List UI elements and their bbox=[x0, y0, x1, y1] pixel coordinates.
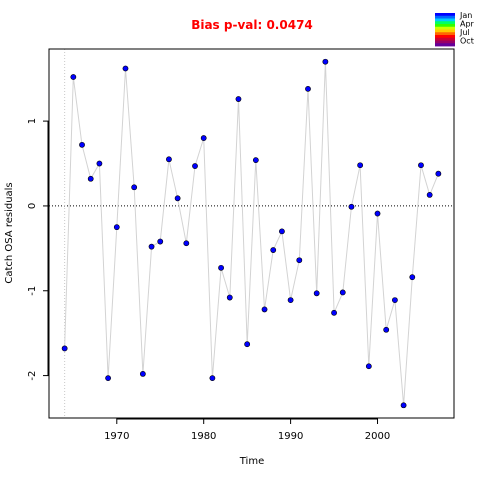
legend-color-swatch bbox=[435, 24, 455, 28]
legend-color-swatch bbox=[435, 40, 455, 44]
residual-point bbox=[157, 238, 164, 245]
residual-point bbox=[244, 341, 251, 348]
y-tick-label: -2 bbox=[27, 371, 38, 381]
legend-label: Oct bbox=[460, 37, 474, 46]
y-axis-label: Catch OSA residuals bbox=[4, 182, 15, 283]
residual-point bbox=[313, 290, 320, 297]
legend-color-swatch bbox=[435, 29, 455, 33]
residual-point bbox=[348, 203, 355, 210]
residual-point bbox=[200, 135, 207, 141]
residual-point bbox=[174, 195, 181, 202]
residual-point bbox=[148, 243, 155, 250]
residual-point bbox=[226, 294, 233, 301]
residual-point bbox=[183, 240, 190, 247]
residual-point bbox=[296, 257, 303, 264]
plot-frame bbox=[48, 48, 455, 419]
residual-point bbox=[409, 274, 416, 281]
residual-point bbox=[87, 175, 94, 182]
x-tick-label: 1990 bbox=[278, 431, 303, 442]
x-tick-label: 1970 bbox=[104, 431, 129, 442]
legend-color-swatch bbox=[435, 32, 455, 36]
residual-point bbox=[252, 157, 259, 164]
residual-point bbox=[400, 402, 407, 409]
residual-point bbox=[139, 370, 146, 377]
y-tick-label: 1 bbox=[27, 118, 38, 124]
residual-point bbox=[339, 289, 346, 296]
legend-color-swatch bbox=[435, 37, 455, 41]
legend-color-swatch bbox=[435, 13, 455, 17]
residual-point bbox=[270, 247, 277, 253]
residual-point bbox=[61, 345, 68, 352]
residual-point bbox=[218, 264, 224, 271]
legend-color-swatch bbox=[435, 43, 455, 47]
x-tick-label: 1980 bbox=[191, 431, 216, 442]
legend-color-swatch bbox=[435, 15, 455, 19]
legend-label: Jan bbox=[459, 11, 472, 20]
legend-color-swatch bbox=[435, 26, 455, 30]
residual-point bbox=[209, 375, 216, 382]
legend-label: Apr bbox=[460, 20, 475, 29]
y-tick-label: -1 bbox=[27, 286, 38, 296]
residual-point bbox=[383, 326, 390, 333]
x-axis: 1970 1980 1990 2000 bbox=[104, 418, 390, 442]
residual-point bbox=[418, 162, 424, 169]
legend-color-swatch bbox=[435, 18, 455, 22]
residual-point bbox=[374, 210, 381, 217]
residual-point bbox=[365, 363, 372, 370]
legend-color-swatch bbox=[435, 21, 455, 25]
x-tick-label: 2000 bbox=[365, 431, 390, 442]
residual-point bbox=[105, 375, 111, 382]
residual-point bbox=[287, 297, 294, 303]
legend-color-swatch bbox=[435, 35, 455, 39]
x-axis-label: Time bbox=[239, 456, 264, 467]
residual-point bbox=[305, 85, 311, 92]
y-tick-label: 0 bbox=[27, 203, 38, 209]
residual-point bbox=[392, 297, 398, 303]
reference-lines bbox=[49, 49, 454, 418]
residual-point bbox=[166, 156, 172, 163]
residual-point bbox=[279, 228, 285, 235]
legend-label: Jul bbox=[459, 28, 470, 37]
residual-point bbox=[426, 192, 433, 198]
y-axis: -2 -1 0 1 bbox=[27, 118, 49, 381]
residual-point bbox=[122, 65, 129, 72]
chart-title: Bias p-val: 0.0474 bbox=[191, 18, 313, 32]
residual-points bbox=[61, 58, 442, 409]
residual-point bbox=[435, 170, 442, 177]
residual-point bbox=[192, 163, 198, 169]
residual-point bbox=[331, 309, 337, 316]
residual-point bbox=[113, 224, 120, 231]
residual-point bbox=[235, 96, 242, 102]
residual-point bbox=[79, 141, 85, 148]
residual-point bbox=[70, 74, 77, 80]
residual-point bbox=[322, 58, 329, 65]
residual-point bbox=[357, 162, 364, 169]
residual-point bbox=[261, 306, 268, 313]
residual-point bbox=[96, 160, 103, 167]
residual-series-line bbox=[64, 61, 439, 406]
residual-point bbox=[131, 184, 138, 191]
residual-connecting-lines bbox=[64, 61, 439, 406]
